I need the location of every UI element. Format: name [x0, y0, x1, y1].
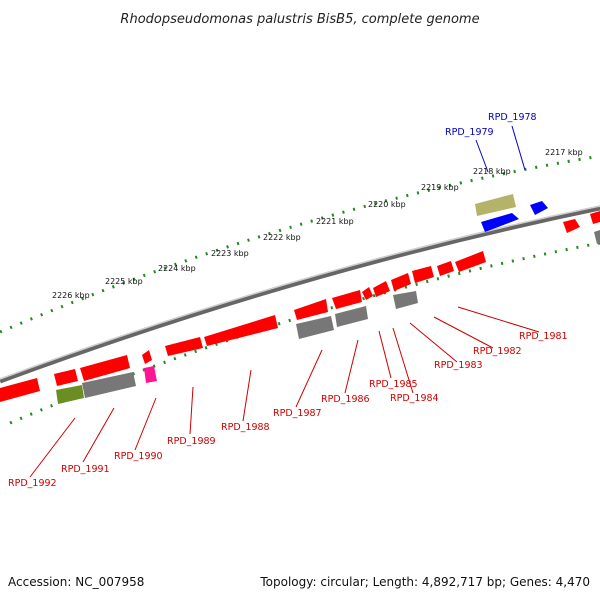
gene-green: [56, 385, 84, 404]
tick-label: 2225 kbp: [105, 277, 143, 286]
gene-label[interactable]: RPD_1982: [473, 346, 522, 357]
gene-fwd-red: [590, 211, 600, 224]
tick-label: 2226 kbp: [52, 291, 90, 300]
gene-labels: RPD_1978 RPD_1979 RPD_1981 RPD_1982 RPD_…: [8, 112, 568, 489]
gene-label[interactable]: RPD_1986: [321, 394, 370, 405]
gene-red-small: [142, 350, 152, 364]
gene-rpd-1991[interactable]: [80, 355, 130, 381]
tick-label: 2223 kbp: [211, 249, 249, 258]
callout-line: [409, 322, 458, 363]
gene-label[interactable]: RPD_1984: [390, 393, 439, 404]
gene-rpd-1979[interactable]: [481, 213, 519, 232]
reverse-genes: [0, 230, 600, 404]
gene-red-small: [54, 369, 78, 386]
callout-line: [134, 397, 157, 451]
gene-label[interactable]: RPD_1988: [221, 422, 270, 433]
gene-gray: [82, 372, 136, 398]
callout-lines: [29, 125, 540, 478]
gene-rpd-1983[interactable]: [412, 266, 434, 283]
gene-gray: [335, 306, 368, 327]
accession-text: Accession: NC_007958: [8, 575, 144, 589]
gene-fwd-red: [563, 219, 580, 233]
gene-olive: [475, 194, 516, 216]
tick-labels: 2217 kbp 2218 kbp 2219 kbp 2220 kbp 2221…: [52, 148, 583, 300]
gene-red-small: [362, 287, 373, 300]
gene-gray: [296, 316, 334, 339]
genome-backbone: [0, 205, 600, 384]
gene-rpd-1981[interactable]: [455, 251, 486, 272]
callout-line: [242, 369, 252, 422]
tick-label: 2224 kbp: [158, 264, 196, 273]
callout-line: [475, 139, 489, 173]
tick-label: 2219 kbp: [421, 183, 459, 192]
gene-rpd-1985[interactable]: [373, 281, 390, 297]
outer-ruler: [0, 154, 600, 334]
gene-rpd-1990[interactable]: [144, 366, 157, 383]
map-title: Rhodopseudomonas palustris BisB5, comple…: [120, 12, 479, 27]
tick-label: 2217 kbp: [545, 148, 583, 157]
callout-line: [295, 349, 323, 408]
genome-backbone-highlight: [0, 205, 600, 380]
callout-line: [189, 386, 194, 435]
callout-line: [344, 339, 359, 394]
gene-label[interactable]: RPD_1991: [61, 464, 110, 475]
gene-rpd-1988[interactable]: [204, 315, 278, 346]
callout-line: [392, 327, 414, 394]
tick-label: 2218 kbp: [473, 167, 511, 176]
gene-rpd-1987[interactable]: [294, 299, 328, 320]
gene-label[interactable]: RPD_1979: [445, 127, 494, 138]
gene-gray: [393, 291, 418, 309]
gene-label[interactable]: RPD_1985: [369, 379, 418, 390]
tick-label: 2221 kbp: [316, 217, 354, 226]
gene-rpd-1978[interactable]: [530, 201, 548, 215]
tick-label: 2220 kbp: [368, 200, 406, 209]
gene-label[interactable]: RPD_1989: [167, 436, 216, 447]
topology-text: Topology: circular; Length: 4,892,717 bp…: [259, 575, 590, 589]
gene-rpd-1992[interactable]: [0, 378, 40, 402]
gene-label[interactable]: RPD_1992: [8, 478, 57, 489]
callout-line: [457, 306, 540, 333]
gene-rpd-1984[interactable]: [391, 273, 411, 291]
gene-label[interactable]: RPD_1990: [114, 451, 163, 462]
gene-rpd-1982[interactable]: [437, 261, 454, 276]
tick-label: 2222 kbp: [263, 233, 301, 242]
callout-line: [29, 417, 76, 478]
gene-rpd-1986[interactable]: [332, 290, 362, 309]
callout-line: [82, 407, 115, 463]
gene-rpd-1989[interactable]: [165, 337, 203, 356]
callout-line: [433, 316, 494, 349]
gene-label[interactable]: RPD_1983: [434, 360, 483, 371]
gene-label[interactable]: RPD_1987: [273, 408, 322, 419]
gene-label[interactable]: RPD_1978: [488, 112, 537, 123]
gene-label[interactable]: RPD_1981: [519, 331, 568, 342]
callout-line: [378, 330, 392, 379]
gene-gray: [594, 230, 600, 244]
forward-genes: [475, 194, 600, 233]
callout-line: [511, 125, 526, 171]
